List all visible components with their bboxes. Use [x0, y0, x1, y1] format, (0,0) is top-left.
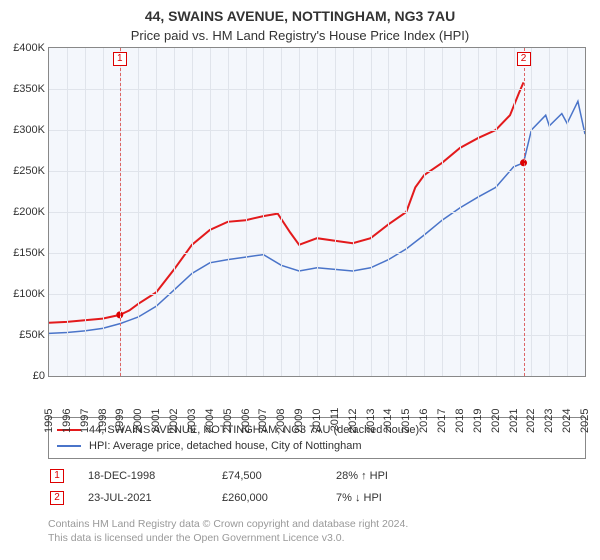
marker-label: 1	[113, 52, 127, 66]
y-axis-label: £300K	[13, 124, 49, 136]
gridline-v	[174, 48, 175, 376]
x-axis-label: 2021	[508, 404, 520, 432]
gridline-v	[138, 48, 139, 376]
gridline-v	[496, 48, 497, 376]
x-axis-label: 2007	[257, 404, 269, 432]
x-axis-label: 2000	[132, 404, 144, 432]
gridline-v	[263, 48, 264, 376]
gridline-v	[246, 48, 247, 376]
x-axis-label: 2014	[382, 404, 394, 432]
transaction-row: 1 18-DEC-1998 £74,500 28% ↑ HPI	[48, 465, 586, 487]
gridline-v	[460, 48, 461, 376]
x-axis-label: 2004	[204, 404, 216, 432]
transaction-index: 2	[50, 491, 64, 505]
gridline-v	[567, 48, 568, 376]
chart-container: 44, SWAINS AVENUE, NOTTINGHAM, NG3 7AU P…	[0, 0, 600, 560]
transaction-row: 2 23-JUL-2021 £260,000 7% ↓ HPI	[48, 487, 586, 509]
gridline-v	[210, 48, 211, 376]
y-axis-label: £400K	[13, 42, 49, 54]
x-axis-label: 1999	[114, 404, 126, 432]
x-axis-label: 2003	[186, 404, 198, 432]
below-chart: 44, SWAINS AVENUE, NOTTINGHAM, NG3 7AU (…	[48, 417, 586, 545]
gridline-v	[478, 48, 479, 376]
x-axis-label: 2006	[240, 404, 252, 432]
marker-vline	[524, 48, 525, 376]
x-axis-label: 2011	[329, 404, 341, 432]
x-axis-label: 2005	[222, 404, 234, 432]
gridline-v	[371, 48, 372, 376]
chart-title: 44, SWAINS AVENUE, NOTTINGHAM, NG3 7AU	[0, 0, 600, 24]
y-axis-label: £100K	[13, 288, 49, 300]
x-axis-label: 2019	[472, 404, 484, 432]
transaction-price: £74,500	[222, 470, 312, 482]
transaction-date: 23-JUL-2021	[88, 492, 198, 504]
y-axis-label: £200K	[13, 206, 49, 218]
x-axis-label: 2020	[490, 404, 502, 432]
legend-swatch	[57, 445, 81, 447]
x-axis-label: 1997	[79, 404, 91, 432]
x-axis-label: 2001	[150, 404, 162, 432]
x-axis-label: 2009	[293, 404, 305, 432]
gridline-v	[317, 48, 318, 376]
transaction-index: 1	[50, 469, 64, 483]
x-axis-label: 2017	[436, 404, 448, 432]
x-axis-label: 2002	[168, 404, 180, 432]
gridline-v	[156, 48, 157, 376]
footer-line-1: Contains HM Land Registry data © Crown c…	[48, 517, 586, 531]
x-axis-label: 2015	[400, 404, 412, 432]
gridline-v	[281, 48, 282, 376]
transaction-price: £260,000	[222, 492, 312, 504]
x-axis-label: 2024	[561, 404, 573, 432]
gridline-v	[514, 48, 515, 376]
gridline-v	[388, 48, 389, 376]
gridline-v	[299, 48, 300, 376]
x-axis-label: 1996	[61, 404, 73, 432]
x-axis-label: 2016	[418, 404, 430, 432]
x-axis-label: 1998	[97, 404, 109, 432]
x-axis-label: 2012	[347, 404, 359, 432]
gridline-v	[353, 48, 354, 376]
legend-label: HPI: Average price, detached house, City…	[89, 438, 362, 454]
y-axis-label: £150K	[13, 247, 49, 259]
x-axis-label: 2022	[525, 404, 537, 432]
x-axis-label: 2025	[579, 404, 591, 432]
y-axis-label: £0	[33, 370, 49, 382]
plot-area: £0£50K£100K£150K£200K£250K£300K£350K£400…	[48, 47, 586, 377]
gridline-v	[406, 48, 407, 376]
x-axis-label: 2010	[311, 404, 323, 432]
y-axis-label: £50K	[19, 329, 49, 341]
x-axis-label: 2013	[365, 404, 377, 432]
gridline-v	[442, 48, 443, 376]
gridline-v	[424, 48, 425, 376]
transaction-delta: 7% ↓ HPI	[336, 492, 456, 504]
y-axis-label: £250K	[13, 165, 49, 177]
gridline-v	[335, 48, 336, 376]
y-axis-label: £350K	[13, 83, 49, 95]
legend-row: HPI: Average price, detached house, City…	[57, 438, 577, 454]
transaction-delta: 28% ↑ HPI	[336, 470, 456, 482]
gridline-v	[67, 48, 68, 376]
x-axis-label: 2008	[275, 404, 287, 432]
chart-subtitle: Price paid vs. HM Land Registry's House …	[0, 24, 600, 47]
gridline-v	[531, 48, 532, 376]
gridline-v	[549, 48, 550, 376]
x-axis-label: 2023	[543, 404, 555, 432]
transaction-date: 18-DEC-1998	[88, 470, 198, 482]
marker-label: 2	[517, 52, 531, 66]
gridline-v	[228, 48, 229, 376]
x-axis-label: 1995	[43, 404, 55, 432]
footer-line-2: This data is licensed under the Open Gov…	[48, 531, 586, 545]
transactions-table: 1 18-DEC-1998 £74,500 28% ↑ HPI 2 23-JUL-2021…	[48, 459, 586, 515]
footer-text: Contains HM Land Registry data © Crown c…	[48, 517, 586, 545]
gridline-v	[85, 48, 86, 376]
marker-vline	[120, 48, 121, 376]
x-axis-label: 2018	[454, 404, 466, 432]
gridline-v	[192, 48, 193, 376]
gridline-v	[103, 48, 104, 376]
